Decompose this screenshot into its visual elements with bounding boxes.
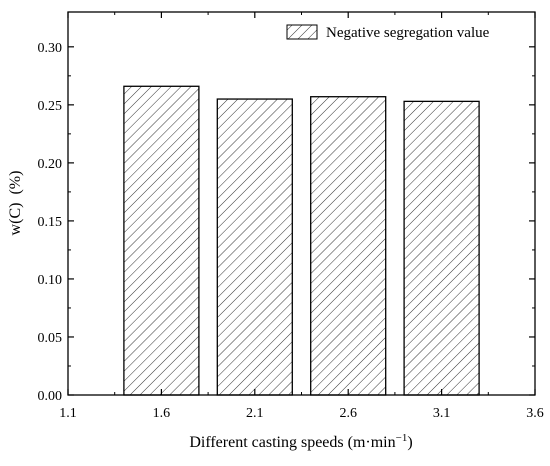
bar-3.1 <box>403 100 480 396</box>
x-axis-title-superscript: −1 <box>396 432 408 444</box>
y-tick-label: 0.20 <box>38 157 63 172</box>
bar-2.1 <box>216 98 293 396</box>
ticks-layer: 1.1 1.6 2.1 2.6 3.1 3.6 0.00 0.05 0.10 0.15 0.20 0.… <box>38 12 544 421</box>
bar-1.6 <box>123 85 200 396</box>
x-tick-label: 2.1 <box>246 406 264 421</box>
y-tick-label: 0.10 <box>38 273 63 288</box>
x-tick-label: 1.6 <box>153 406 171 421</box>
x-tick-label: 1.1 <box>59 406 77 421</box>
x-tick-label: 3.1 <box>433 406 451 421</box>
legend: Negative segregation value <box>286 24 490 41</box>
y-tick-label: 0.00 <box>38 389 63 404</box>
legend-swatch <box>286 24 318 40</box>
x-tick-label: 2.6 <box>339 406 357 421</box>
y-axis-title: w(C) (%) <box>7 171 24 236</box>
y-tick-label: 0.25 <box>38 99 63 114</box>
bar-2.6 <box>310 96 387 396</box>
y-tick-label: 0.15 <box>38 215 63 230</box>
x-tick-label: 3.6 <box>526 406 544 421</box>
y-tick-label: 0.05 <box>38 331 63 346</box>
x-axis-title: Different casting speeds (m·min−1) <box>189 432 412 451</box>
bars-layer <box>123 85 480 396</box>
y-tick-label: 0.30 <box>38 41 63 56</box>
legend-label: Negative segregation value <box>326 25 490 41</box>
